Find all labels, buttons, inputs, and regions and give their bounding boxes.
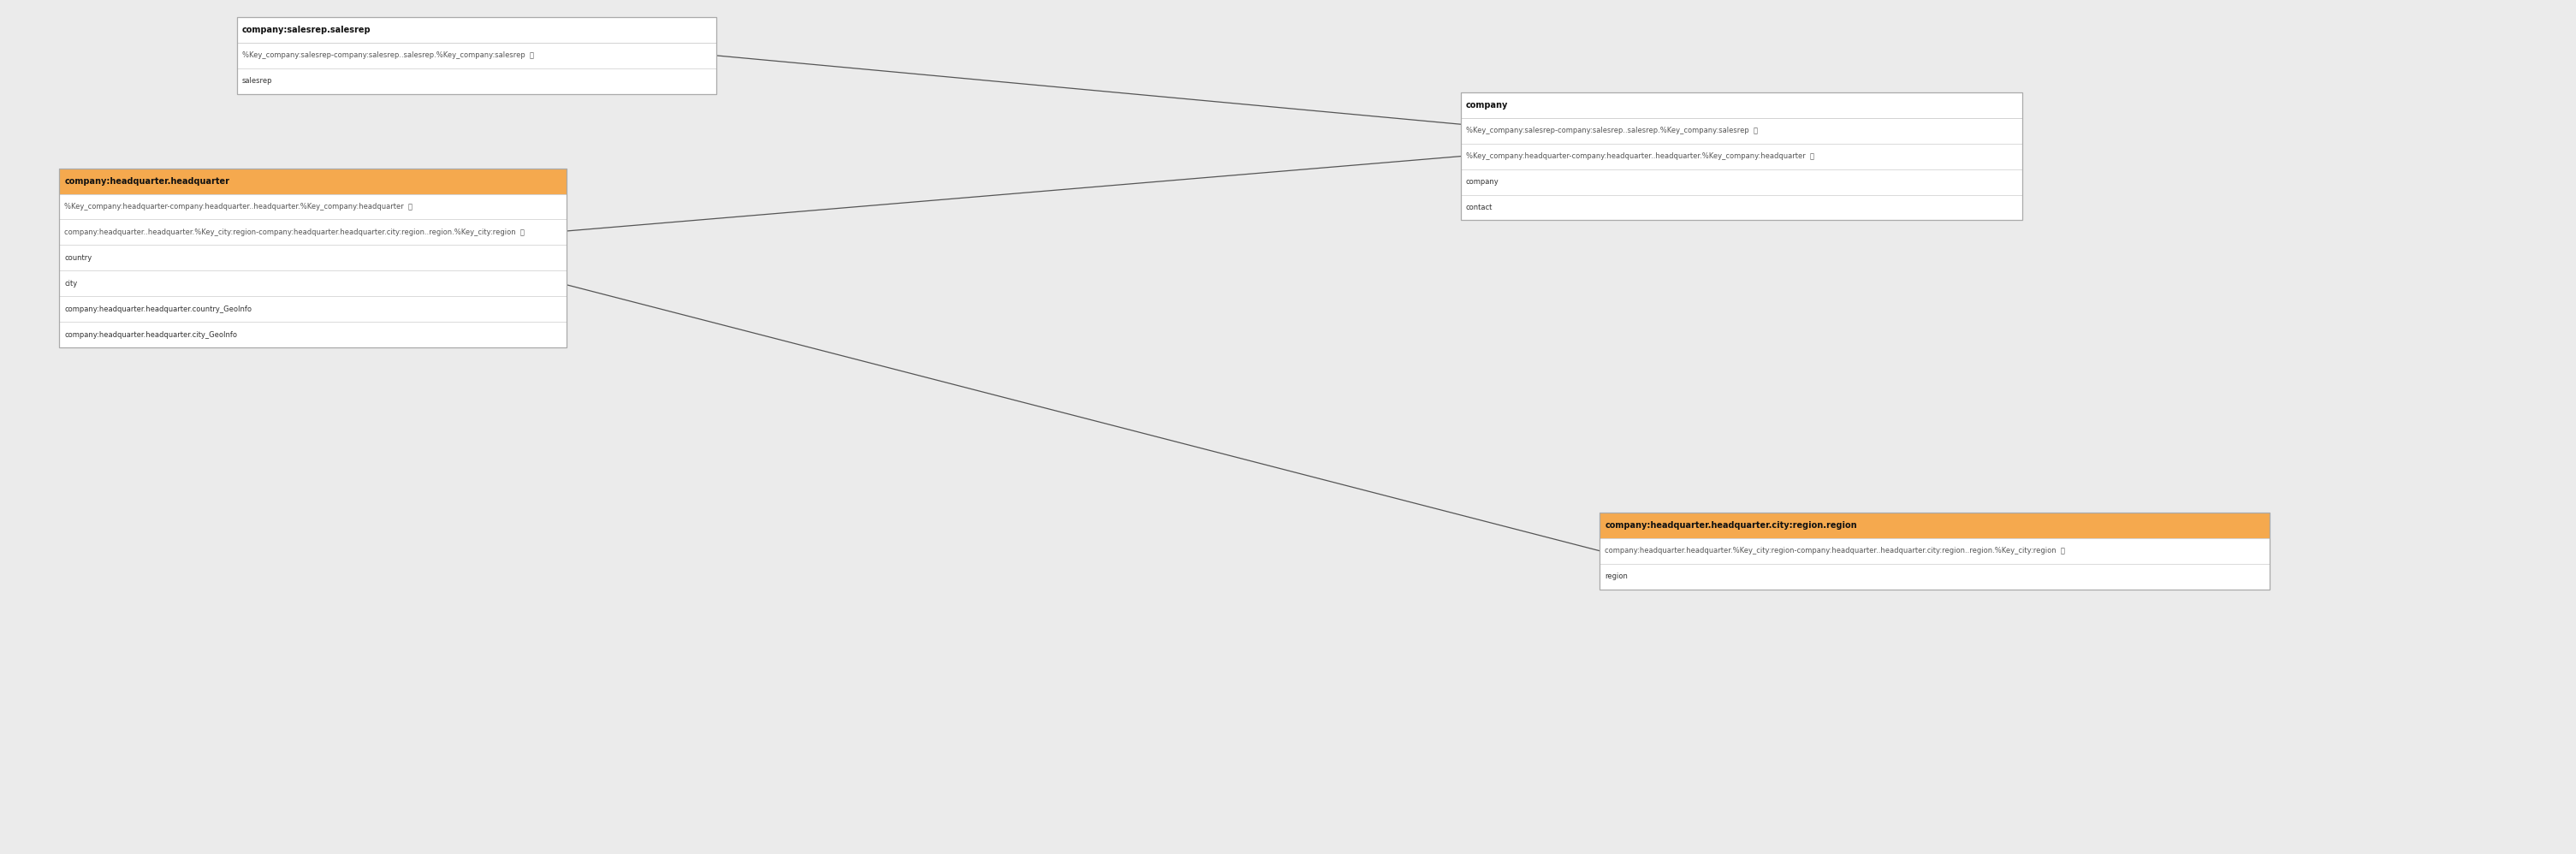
Text: country: country <box>64 254 93 262</box>
Text: company:headquarter.headquarter: company:headquarter.headquarter <box>64 177 229 185</box>
FancyBboxPatch shape <box>59 271 567 296</box>
Text: salesrep: salesrep <box>242 77 273 85</box>
FancyBboxPatch shape <box>237 43 716 68</box>
FancyBboxPatch shape <box>1461 92 2022 118</box>
Text: company:headquarter.headquarter.city:region.region: company:headquarter.headquarter.city:reg… <box>1605 521 1857 529</box>
Text: city: city <box>64 279 77 288</box>
Text: company:headquarter.headquarter.%Key_city:region-company:headquarter..headquarte: company:headquarter.headquarter.%Key_cit… <box>1605 547 2066 555</box>
Text: contact: contact <box>1466 203 1492 212</box>
FancyBboxPatch shape <box>59 168 567 194</box>
FancyBboxPatch shape <box>59 296 567 322</box>
Text: company: company <box>1466 101 1507 109</box>
FancyBboxPatch shape <box>1600 538 2269 564</box>
FancyBboxPatch shape <box>59 194 567 219</box>
Text: region: region <box>1605 572 1628 581</box>
FancyBboxPatch shape <box>237 17 716 43</box>
FancyBboxPatch shape <box>1461 143 2022 169</box>
Text: company: company <box>1466 178 1499 186</box>
Text: %Key_company:salesrep-company:salesrep..salesrep.%Key_company:salesrep  ⚿: %Key_company:salesrep-company:salesrep..… <box>242 51 533 60</box>
FancyBboxPatch shape <box>1461 169 2022 195</box>
Text: company:headquarter.headquarter.country_GeoInfo: company:headquarter.headquarter.country_… <box>64 305 252 313</box>
FancyBboxPatch shape <box>1600 564 2269 589</box>
FancyBboxPatch shape <box>59 245 567 271</box>
Text: %Key_company:headquarter-company:headquarter..headquarter.%Key_company:headquart: %Key_company:headquarter-company:headqua… <box>1466 152 1814 161</box>
Text: company:salesrep.salesrep: company:salesrep.salesrep <box>242 26 371 34</box>
FancyBboxPatch shape <box>1600 512 2269 538</box>
Text: %Key_company:salesrep-company:salesrep..salesrep.%Key_company:salesrep  ⚿: %Key_company:salesrep-company:salesrep..… <box>1466 126 1757 135</box>
Text: company:headquarter.headquarter.city_GeoInfo: company:headquarter.headquarter.city_Geo… <box>64 330 237 339</box>
FancyBboxPatch shape <box>1461 118 2022 143</box>
FancyBboxPatch shape <box>237 68 716 94</box>
FancyBboxPatch shape <box>59 322 567 348</box>
FancyBboxPatch shape <box>1461 195 2022 220</box>
Text: company:headquarter..headquarter.%Key_city:region-company:headquarter.headquarte: company:headquarter..headquarter.%Key_ci… <box>64 228 526 237</box>
FancyBboxPatch shape <box>59 219 567 245</box>
Text: %Key_company:headquarter-company:headquarter..headquarter.%Key_company:headquart: %Key_company:headquarter-company:headqua… <box>64 202 412 211</box>
